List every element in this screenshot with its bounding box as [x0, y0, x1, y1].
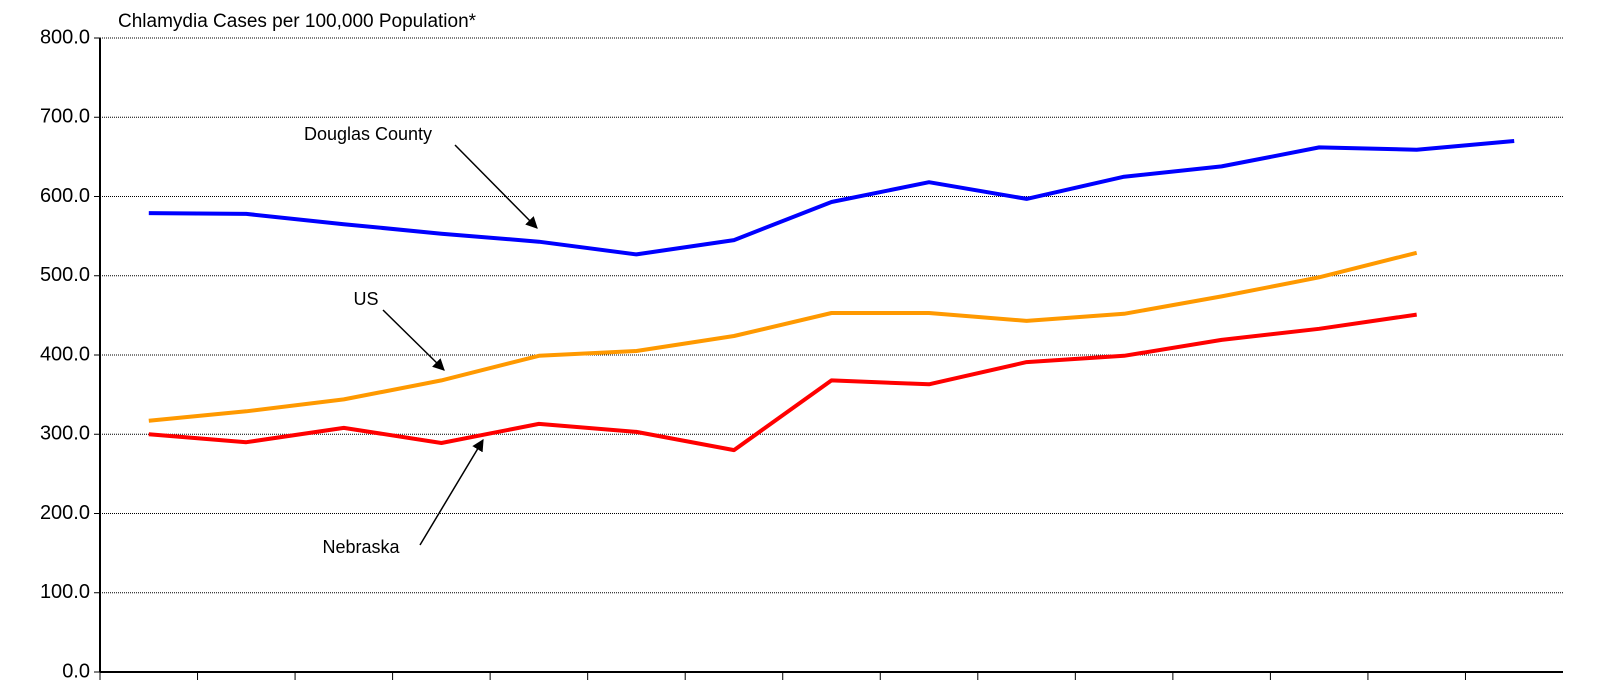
y-tick-label: 200.0	[40, 502, 90, 524]
y-tick-label: 600.0	[40, 185, 90, 207]
y-tick-label: 0.0	[62, 660, 90, 682]
y-tick-label: 100.0	[40, 581, 90, 603]
y-tick-label: 400.0	[40, 343, 90, 365]
series-line	[148, 250, 1418, 423]
annotation-arrow	[419, 438, 484, 546]
y-tick-label: 700.0	[40, 106, 90, 128]
series-annotation: Nebraska	[322, 537, 400, 557]
y-tick-label: 300.0	[40, 423, 90, 445]
y-tick-label: 500.0	[40, 264, 90, 286]
y-tick-label: 800.0	[40, 26, 90, 48]
chart-title: Chlamydia Cases per 100,000 Population*	[118, 11, 477, 32]
annotation-arrow	[382, 309, 445, 371]
series-annotation: US	[353, 289, 378, 309]
series-line	[148, 139, 1515, 257]
annotation-arrow	[454, 144, 538, 229]
series-annotation: Douglas County	[304, 124, 432, 144]
series-line	[148, 312, 1417, 453]
